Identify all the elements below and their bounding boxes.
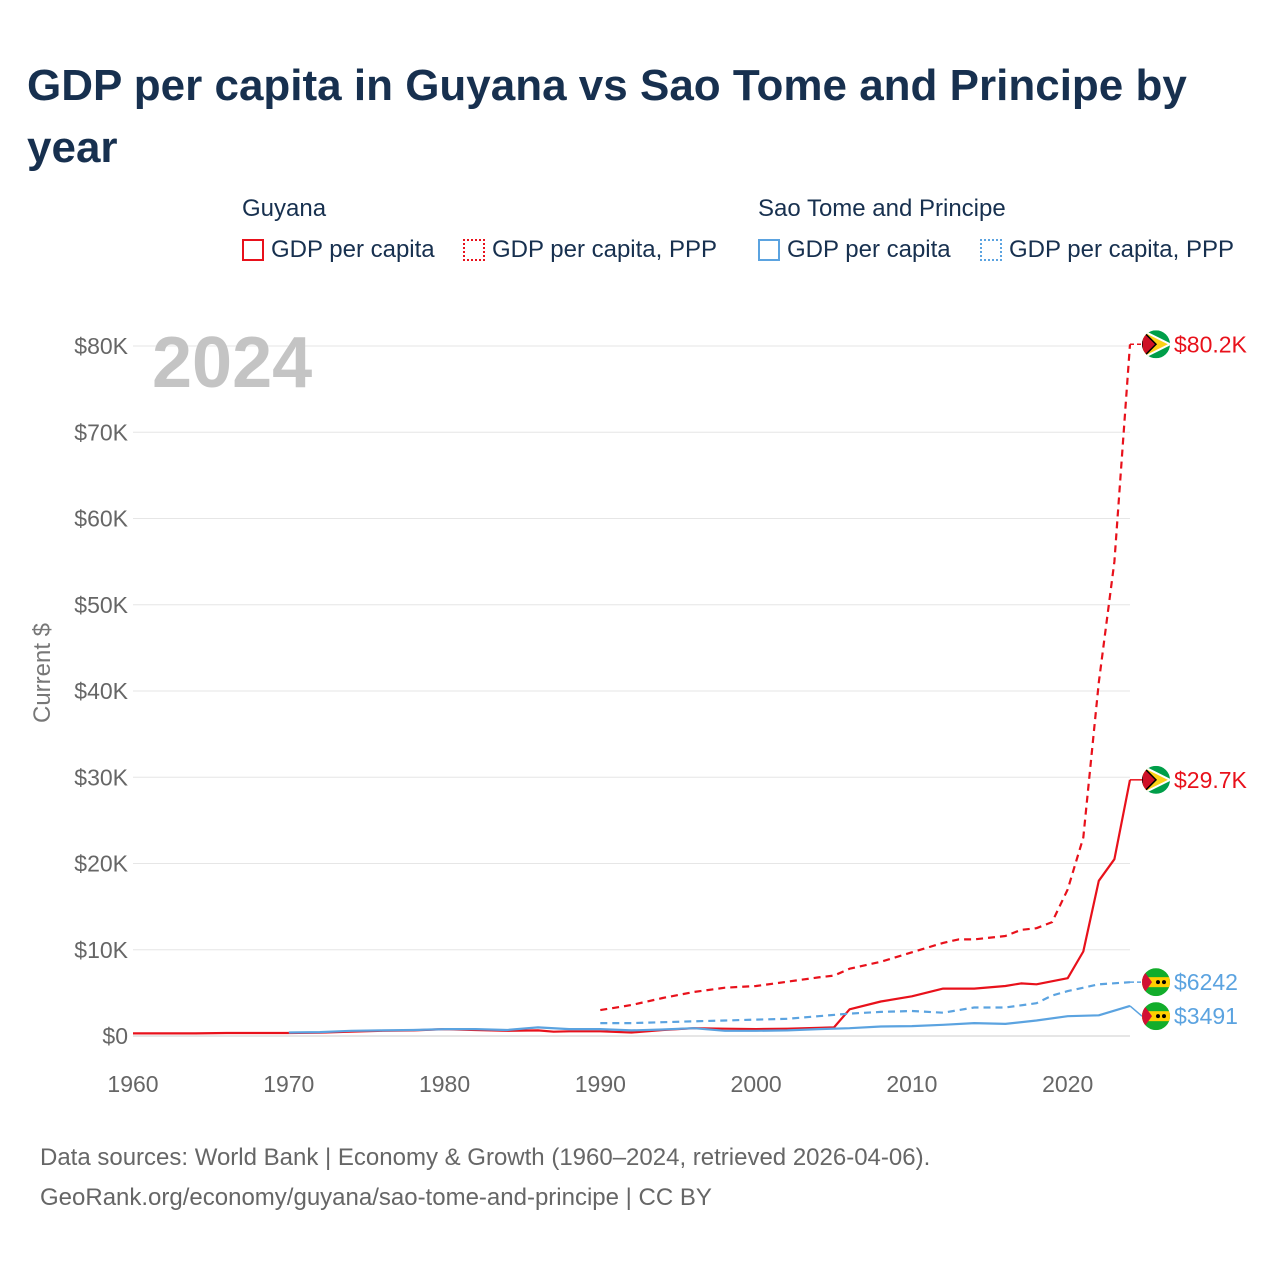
chart-title: GDP per capita in Guyana vs Sao Tome and…	[27, 61, 1187, 172]
flag-star	[1162, 980, 1166, 985]
legend-swatch-dotted	[463, 239, 485, 261]
flag-star	[1162, 1014, 1166, 1019]
flag-triangle	[1142, 765, 1158, 794]
legend-guyana-gdp[interactable]: GDP per capita	[242, 236, 435, 264]
legend-swatch-dotted	[980, 239, 1002, 261]
x-tick-label: 2020	[1042, 1071, 1093, 1097]
series-end-label: $29.7K	[1174, 767, 1248, 793]
footer-sources: Data sources: World Bank | Economy & Gro…	[40, 1144, 931, 1171]
legend-label: GDP per capita, PPP	[1009, 236, 1234, 263]
y-tick-label: $40K	[74, 678, 128, 704]
legend-stp-title: Sao Tome and Principe	[758, 195, 1006, 222]
series-line	[288, 1004, 1131, 1034]
flag-star	[1156, 1014, 1160, 1019]
sao-tome-flag-icon	[1142, 968, 1170, 997]
sao-tome-flag-icon	[1142, 1002, 1170, 1031]
series-line	[600, 344, 1132, 1012]
y-tick-label: $80K	[74, 333, 128, 359]
series-line	[600, 981, 1131, 1025]
footer: Data sources: World Bank | Economy & Gro…	[40, 1138, 930, 1218]
flag-body	[1142, 330, 1170, 359]
y-tick-label: $10K	[74, 937, 128, 963]
x-tick-label: 2010	[886, 1071, 937, 1097]
guyana-flag-icon	[1142, 765, 1170, 794]
guyana-flag-icon	[1142, 330, 1170, 359]
y-axis-label: Current $	[29, 623, 56, 723]
flag-triangle	[1142, 330, 1158, 359]
flag-triangle	[1142, 968, 1152, 997]
x-tick-label: 1960	[107, 1071, 158, 1097]
series-end-label: $6242	[1174, 969, 1238, 995]
flag-body	[1142, 1002, 1170, 1031]
legend-guyana-title: Guyana	[242, 195, 327, 222]
legend-stp-gdp[interactable]: GDP per capita	[758, 236, 951, 264]
legend-stp-ppp[interactable]: GDP per capita, PPP	[980, 236, 1234, 264]
series-end-label: $3491	[1174, 1003, 1238, 1029]
legend-label: GDP per capita, PPP	[492, 236, 717, 263]
flag-body	[1142, 968, 1170, 997]
y-tick-label: $60K	[74, 506, 128, 532]
footer-url[interactable]: GeoRank.org/economy/guyana/sao-tome-and-…	[40, 1184, 712, 1211]
y-tick-label: $0	[102, 1023, 128, 1049]
legend-guyana-ppp[interactable]: GDP per capita, PPP	[463, 236, 717, 264]
x-tick-label: 1980	[419, 1071, 470, 1097]
legend-swatch-solid	[758, 239, 780, 261]
y-tick-label: $20K	[74, 851, 128, 877]
x-tick-label: 1990	[575, 1071, 626, 1097]
x-tick-label: 2000	[731, 1071, 782, 1097]
series-end-label: $80.2K	[1174, 331, 1248, 357]
flag-triangle	[1142, 1002, 1152, 1031]
series-line	[133, 779, 1132, 1035]
y-tick-label: $50K	[74, 592, 128, 618]
y-tick-label: $70K	[74, 419, 128, 445]
year-watermark: 2024	[152, 323, 313, 403]
legend-label: GDP per capita	[787, 236, 951, 263]
label-connector	[1129, 1005, 1143, 1017]
flag-star	[1156, 980, 1160, 985]
y-tick-label: $30K	[74, 764, 128, 790]
flag-body	[1142, 765, 1170, 794]
legend-label: GDP per capita	[271, 236, 435, 263]
legend-swatch-solid	[242, 239, 264, 261]
x-tick-label: 1970	[263, 1071, 314, 1097]
